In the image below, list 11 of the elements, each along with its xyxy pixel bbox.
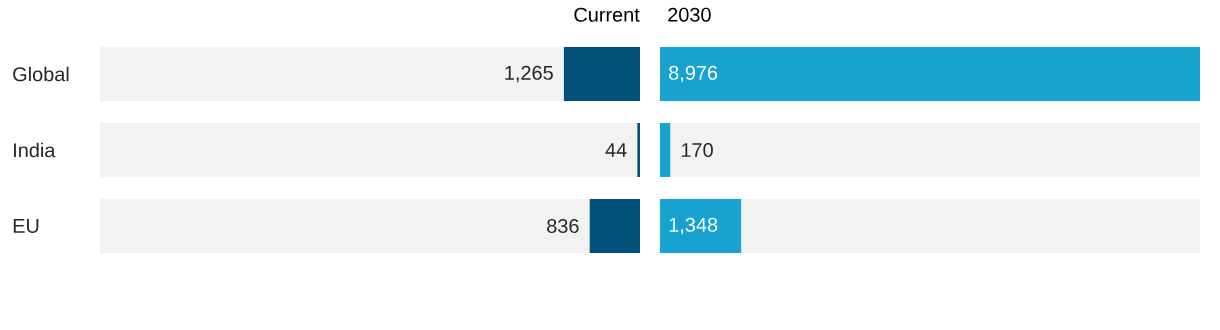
data-label: 44 [605, 143, 627, 157]
data-label: 836 [547, 218, 579, 234]
data-label: 1,348 [669, 217, 718, 235]
y-tick-label: Global [13, 66, 69, 82]
chart-title: Current [574, 7, 640, 22]
data-label: 1,265 [505, 65, 553, 83]
y-tick-label: India [14, 142, 56, 158]
data-label: 8,976 [669, 65, 718, 83]
y-tick-label: EU [13, 219, 39, 233]
chart-title: 2030 [668, 7, 711, 22]
data-label: 170 [681, 142, 713, 158]
